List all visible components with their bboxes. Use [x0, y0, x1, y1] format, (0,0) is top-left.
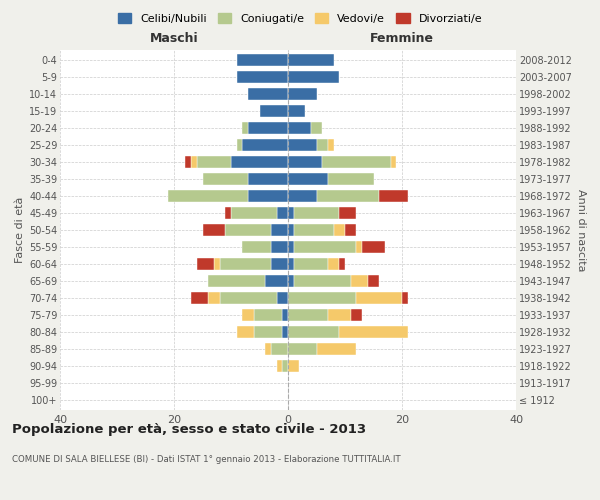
Bar — [379, 190, 408, 202]
Bar — [226, 224, 271, 236]
Bar — [340, 258, 345, 270]
Bar — [356, 241, 362, 253]
Bar — [277, 360, 283, 372]
Bar — [402, 292, 408, 304]
Bar — [288, 71, 340, 84]
Bar — [288, 139, 317, 151]
Bar — [288, 292, 356, 304]
Bar — [288, 207, 294, 219]
Bar — [271, 343, 288, 355]
Bar — [288, 105, 305, 117]
Bar — [350, 309, 362, 321]
Bar — [368, 275, 379, 287]
Bar — [271, 241, 288, 253]
Bar — [283, 360, 288, 372]
Bar — [242, 309, 254, 321]
Bar — [288, 156, 322, 168]
Bar — [288, 343, 317, 355]
Bar — [288, 88, 317, 101]
Bar — [311, 122, 322, 134]
Bar — [214, 258, 220, 270]
Bar — [208, 292, 220, 304]
Bar — [356, 292, 402, 304]
Bar — [260, 105, 288, 117]
Text: Femmine: Femmine — [370, 32, 434, 45]
Bar — [254, 309, 283, 321]
Bar — [328, 258, 340, 270]
Bar — [197, 258, 214, 270]
Bar — [328, 173, 373, 185]
Bar — [248, 190, 288, 202]
Bar — [271, 224, 288, 236]
Bar — [317, 190, 379, 202]
Bar — [288, 241, 294, 253]
Bar — [294, 207, 340, 219]
Bar — [288, 54, 334, 66]
Bar — [254, 326, 283, 338]
Bar — [288, 309, 328, 321]
Bar — [283, 326, 288, 338]
Bar — [288, 258, 294, 270]
Bar — [294, 224, 334, 236]
Bar — [237, 139, 242, 151]
Bar — [242, 122, 248, 134]
Bar — [283, 309, 288, 321]
Bar — [220, 258, 271, 270]
Bar — [185, 156, 191, 168]
Bar — [226, 207, 231, 219]
Bar — [203, 173, 248, 185]
Bar — [294, 258, 328, 270]
Bar — [231, 207, 277, 219]
Bar — [340, 207, 356, 219]
Bar — [265, 275, 288, 287]
Bar — [328, 139, 334, 151]
Bar — [242, 139, 288, 151]
Y-axis label: Anni di nascita: Anni di nascita — [575, 188, 586, 271]
Bar — [248, 122, 288, 134]
Bar — [265, 343, 271, 355]
Bar — [288, 122, 311, 134]
Bar — [317, 343, 356, 355]
Bar — [362, 241, 385, 253]
Bar — [191, 292, 208, 304]
Bar — [248, 88, 288, 101]
Bar — [322, 156, 391, 168]
Bar — [288, 190, 317, 202]
Bar — [197, 156, 231, 168]
Bar — [334, 224, 345, 236]
Bar — [248, 173, 288, 185]
Bar — [294, 275, 350, 287]
Bar — [328, 309, 350, 321]
Bar — [277, 292, 288, 304]
Bar — [271, 258, 288, 270]
Bar — [237, 326, 254, 338]
Bar — [231, 156, 288, 168]
Bar — [340, 326, 408, 338]
Bar — [317, 139, 328, 151]
Bar — [236, 71, 288, 84]
Bar — [294, 241, 356, 253]
Bar — [288, 224, 294, 236]
Bar — [203, 224, 226, 236]
Bar — [242, 241, 271, 253]
Bar — [288, 360, 299, 372]
Bar — [391, 156, 397, 168]
Text: Maschi: Maschi — [149, 32, 199, 45]
Bar — [191, 156, 197, 168]
Text: COMUNE DI SALA BIELLESE (BI) - Dati ISTAT 1° gennaio 2013 - Elaborazione TUTTITA: COMUNE DI SALA BIELLESE (BI) - Dati ISTA… — [12, 455, 401, 464]
Text: Popolazione per età, sesso e stato civile - 2013: Popolazione per età, sesso e stato civil… — [12, 422, 366, 436]
Bar — [345, 224, 356, 236]
Bar — [288, 173, 328, 185]
Legend: Celibi/Nubili, Coniugati/e, Vedovi/e, Divorziati/e: Celibi/Nubili, Coniugati/e, Vedovi/e, Di… — [116, 10, 484, 26]
Bar — [236, 54, 288, 66]
Bar — [168, 190, 248, 202]
Bar — [288, 275, 294, 287]
Bar — [288, 326, 340, 338]
Bar — [350, 275, 368, 287]
Bar — [277, 207, 288, 219]
Bar — [208, 275, 265, 287]
Y-axis label: Fasce di età: Fasce di età — [14, 197, 25, 263]
Bar — [220, 292, 277, 304]
